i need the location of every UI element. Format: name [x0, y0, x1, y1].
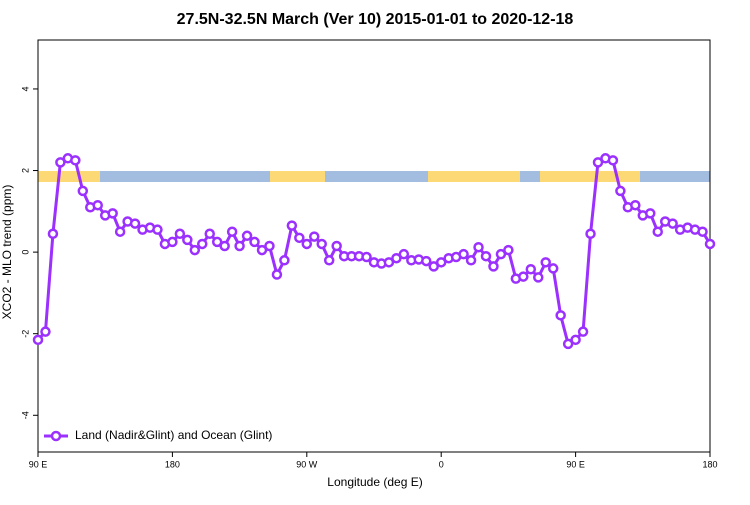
point: [55, 157, 66, 168]
point: [570, 334, 581, 346]
point: [592, 157, 604, 168]
y-tick-label: 0: [20, 250, 30, 255]
point: [174, 228, 186, 240]
point: [421, 255, 432, 267]
point: [249, 236, 260, 248]
point: [518, 271, 529, 282]
x-tick-label: 90 W: [296, 459, 318, 469]
point: [114, 226, 126, 237]
land-strip: [428, 171, 520, 182]
point: [271, 269, 283, 280]
point: [301, 238, 313, 250]
point: [182, 234, 193, 246]
x-axis-label: Longitude (deg E): [327, 475, 422, 489]
chart-title: 27.5N-32.5N March (Ver 10) 2015-01-01 to…: [177, 11, 574, 28]
point: [652, 226, 663, 237]
point: [92, 199, 103, 211]
point: [630, 199, 641, 211]
point: [503, 244, 514, 256]
y-tick-label: -4: [20, 411, 30, 419]
point: [189, 244, 201, 256]
point: [316, 238, 327, 250]
land-strip: [38, 171, 100, 182]
point: [77, 185, 89, 197]
point: [241, 230, 253, 242]
land-ocean-strip: [38, 171, 710, 182]
y-axis-label: XCO2 - MLO trend (ppm): [0, 185, 14, 320]
point: [47, 228, 59, 240]
point: [226, 226, 238, 237]
point: [256, 244, 268, 256]
point: [361, 251, 372, 263]
plot-frame: [37, 39, 711, 453]
point: [547, 263, 559, 274]
point: [645, 208, 656, 219]
point: [107, 208, 118, 219]
point: [473, 241, 484, 253]
x-tick-label: 90 E: [566, 459, 585, 469]
point: [562, 338, 574, 350]
point: [197, 238, 208, 250]
point: [667, 218, 678, 229]
point: [480, 250, 492, 262]
point: [704, 238, 716, 250]
point: [615, 185, 626, 197]
point: [495, 248, 507, 260]
point: [391, 252, 402, 264]
y-tick-label: -2: [20, 330, 30, 338]
point: [234, 240, 245, 252]
point: [167, 236, 178, 248]
point: [428, 261, 439, 272]
ocean-strip: [520, 171, 540, 182]
point: [540, 257, 551, 268]
point: [331, 240, 342, 252]
y-tick-label: 4: [20, 86, 30, 91]
point: [465, 255, 477, 266]
point: [70, 155, 81, 166]
point: [294, 232, 305, 244]
ocean-strip: [325, 171, 428, 182]
y-tick-label: 2: [20, 168, 30, 173]
point: [525, 264, 537, 275]
ocean-strip: [100, 171, 270, 182]
point: [488, 261, 499, 272]
point: [458, 248, 469, 260]
x-tick-label: 180: [702, 459, 717, 469]
x-tick-label: 180: [165, 459, 180, 469]
legend-label: Land (Nadir&Glint) and Ocean (Glint): [75, 428, 272, 442]
point: [309, 231, 320, 242]
point: [533, 272, 544, 283]
land-strip: [540, 171, 640, 182]
point: [697, 226, 708, 237]
x-tick-label: 90 E: [29, 459, 48, 469]
point: [32, 334, 44, 346]
point: [152, 224, 163, 235]
ocean-strip: [640, 171, 710, 182]
point: [286, 220, 298, 231]
point: [211, 236, 223, 248]
point: [398, 248, 410, 260]
land-strip: [270, 171, 325, 182]
x-tick-label: 0: [439, 459, 444, 469]
series-line: [36, 156, 712, 347]
point: [435, 257, 447, 268]
point: [264, 240, 275, 252]
point: [279, 255, 290, 266]
point: [323, 255, 335, 266]
point: [219, 240, 230, 252]
point: [383, 257, 395, 268]
point: [585, 228, 596, 240]
point: [555, 310, 566, 321]
point: [607, 155, 619, 166]
point: [40, 326, 51, 337]
point: [129, 218, 141, 229]
legend-marker: [50, 430, 62, 442]
point: [577, 326, 589, 337]
point: [204, 228, 215, 240]
